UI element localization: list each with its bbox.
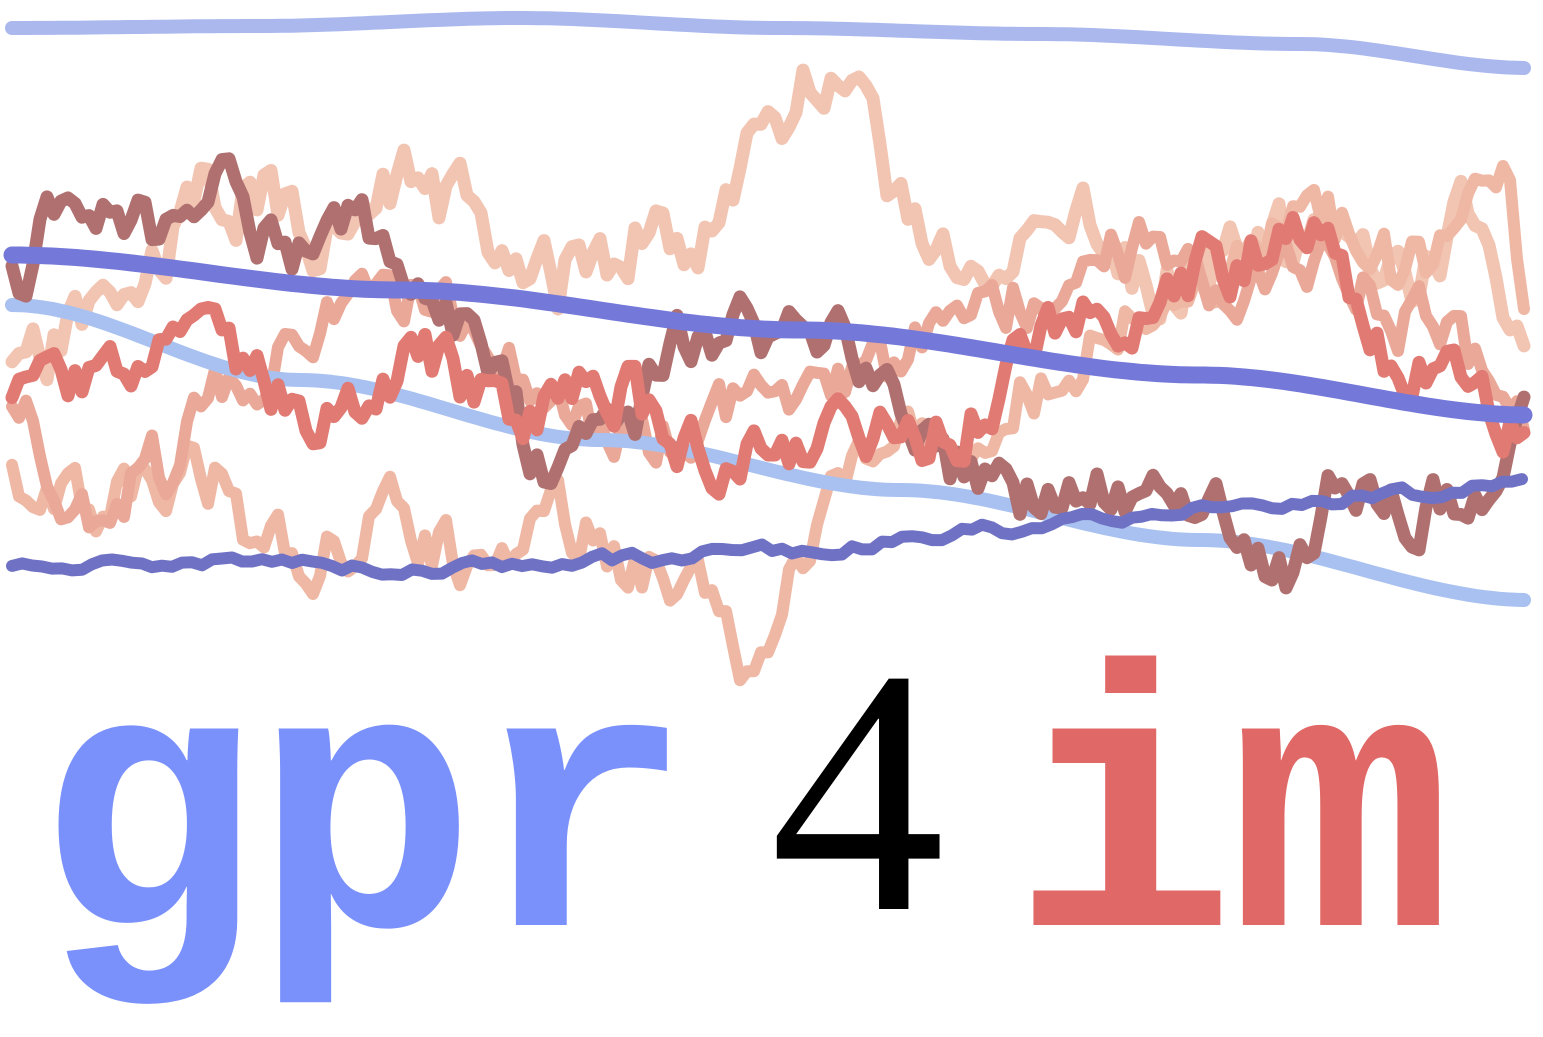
red-sample-3-line bbox=[6, 160, 1530, 687]
wordmark-im: im bbox=[1012, 615, 1452, 1037]
blue-wavy-bottom-line bbox=[6, 473, 1528, 581]
blue-smooth-top-line bbox=[5, 11, 1531, 75]
gpr4im-logo-graphic bbox=[3, 11, 1533, 687]
wordmark-4: 4 bbox=[770, 597, 945, 985]
blue-line-dark-line bbox=[3, 246, 1533, 424]
logo-wordmark: gpr 4 im bbox=[0, 597, 1543, 1012]
wordmark-gpr: gpr bbox=[36, 615, 694, 1037]
red-sample-2-line bbox=[5, 211, 1531, 501]
trajectory-lines bbox=[3, 11, 1533, 687]
